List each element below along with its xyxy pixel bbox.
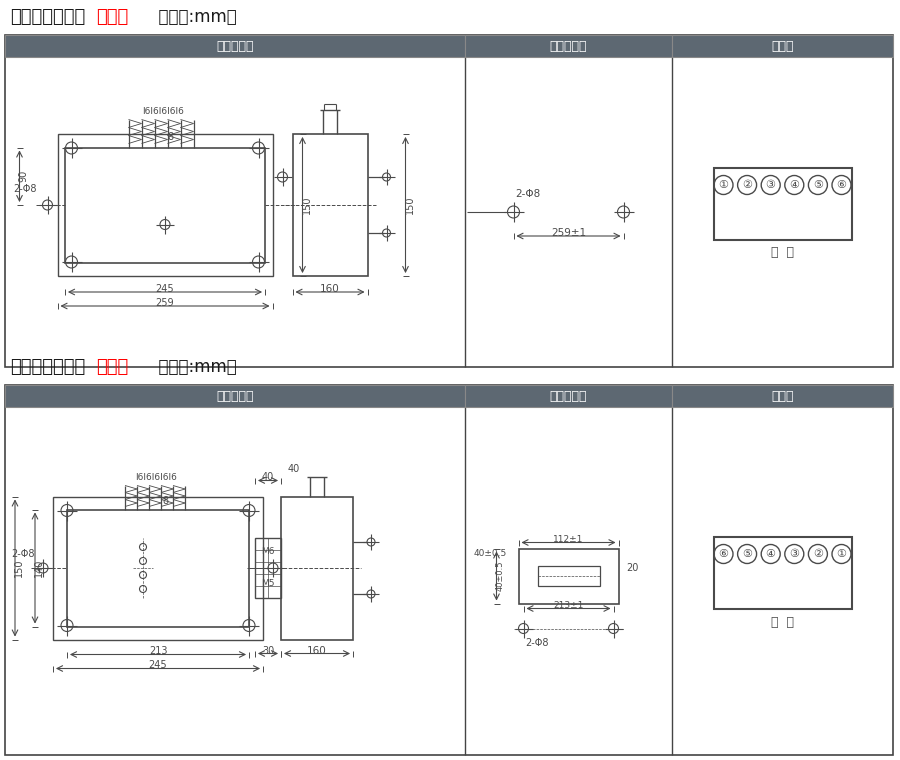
Text: 前接线: 前接线 — [96, 8, 128, 26]
Text: 外形尺寸图: 外形尺寸图 — [216, 389, 254, 403]
Text: 30: 30 — [262, 645, 274, 655]
Text: 40: 40 — [262, 473, 274, 483]
Text: 40±0.5: 40±0.5 — [496, 561, 505, 591]
Text: 150: 150 — [302, 196, 311, 214]
Text: 后接线: 后接线 — [96, 358, 128, 376]
Bar — [255, 538, 281, 598]
Text: 单相过流凸出式: 单相过流凸出式 — [10, 358, 86, 376]
Text: 前  视: 前 视 — [771, 246, 794, 259]
Text: ④: ④ — [766, 549, 776, 559]
Bar — [67, 509, 249, 626]
Text: ④: ④ — [789, 180, 799, 190]
Bar — [714, 168, 851, 240]
Text: ⑤: ⑤ — [813, 180, 823, 190]
Bar — [672, 385, 893, 407]
Bar — [5, 35, 893, 367]
Text: 2-Φ8: 2-Φ8 — [516, 189, 541, 199]
Text: ①: ① — [836, 549, 847, 559]
Text: 2-Φ8: 2-Φ8 — [14, 184, 37, 194]
Bar — [53, 496, 263, 639]
Text: ①: ① — [718, 180, 728, 190]
Text: 8: 8 — [167, 132, 173, 143]
Text: ②: ② — [742, 180, 752, 190]
Bar — [5, 35, 465, 57]
Text: 20: 20 — [626, 563, 639, 573]
Text: 150: 150 — [14, 559, 24, 578]
Text: 245: 245 — [156, 284, 175, 294]
Text: M5: M5 — [261, 579, 274, 588]
Text: 40: 40 — [288, 464, 300, 473]
Text: 259±1: 259±1 — [551, 228, 586, 238]
Text: 2-Φ8: 2-Φ8 — [11, 549, 35, 559]
Text: 安装开孔图: 安装开孔图 — [550, 40, 587, 52]
Bar — [65, 147, 265, 262]
Text: 245: 245 — [148, 660, 167, 670]
Text: 背  视: 背 视 — [771, 616, 794, 629]
Bar — [537, 566, 599, 586]
Text: 112±1: 112±1 — [554, 535, 584, 544]
Text: 90: 90 — [19, 170, 29, 182]
Text: 端子图: 端子图 — [771, 389, 794, 403]
Text: ⑥: ⑥ — [718, 549, 728, 559]
Text: ③: ③ — [789, 549, 799, 559]
Text: 140: 140 — [34, 559, 44, 577]
Text: l6l6l6l6l6: l6l6l6l6l6 — [142, 107, 184, 116]
Text: 160: 160 — [320, 284, 340, 294]
Text: （单位:mm）: （单位:mm） — [148, 358, 237, 376]
Text: l6l6l6l6l6: l6l6l6l6l6 — [135, 473, 177, 482]
Text: 40±0.5: 40±0.5 — [474, 549, 507, 559]
Bar — [518, 549, 618, 603]
Text: 安装开孔图: 安装开孔图 — [550, 389, 587, 403]
Text: ⑥: ⑥ — [836, 180, 847, 190]
Bar — [292, 134, 367, 276]
Bar — [714, 537, 851, 609]
Text: 160: 160 — [307, 645, 327, 655]
Text: 端子图: 端子图 — [771, 40, 794, 52]
Bar — [5, 385, 893, 755]
Text: ②: ② — [813, 549, 823, 559]
Text: 213±1: 213±1 — [554, 601, 584, 610]
Text: 单相过流凸出式: 单相过流凸出式 — [10, 8, 86, 26]
Text: 外形尺寸图: 外形尺寸图 — [216, 40, 254, 52]
Bar — [5, 385, 465, 407]
Text: ③: ③ — [766, 180, 776, 190]
Bar — [465, 385, 672, 407]
Text: 8: 8 — [162, 496, 168, 506]
Text: M6: M6 — [261, 547, 274, 556]
Bar — [58, 134, 273, 276]
Bar — [465, 35, 672, 57]
Text: 259: 259 — [156, 298, 175, 308]
Bar — [672, 35, 893, 57]
Text: 2-Φ8: 2-Φ8 — [526, 638, 549, 648]
Bar — [281, 496, 353, 639]
Text: ⑤: ⑤ — [742, 549, 752, 559]
Text: （单位:mm）: （单位:mm） — [148, 8, 237, 26]
Text: 213: 213 — [148, 647, 167, 657]
Text: 150: 150 — [404, 196, 415, 214]
